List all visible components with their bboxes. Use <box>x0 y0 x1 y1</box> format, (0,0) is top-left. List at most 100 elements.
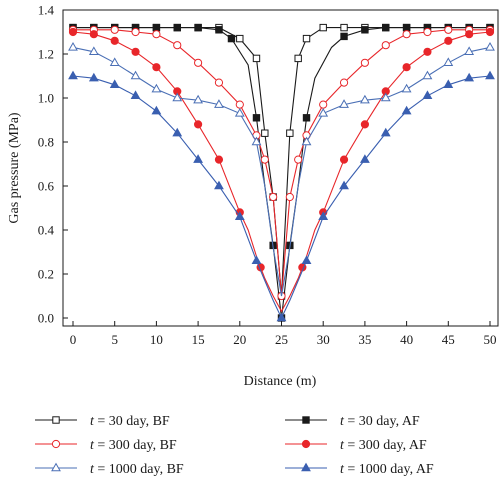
series-t-300-day-bf <box>68 25 495 301</box>
point-t-300-day-bf-6 <box>194 58 203 67</box>
point-t-1000-day-af-10 <box>276 312 287 322</box>
point-t-1000-day-af-6 <box>193 154 204 163</box>
legend-label-t-1000-day-bf: t = 1000 day, BF <box>90 462 184 477</box>
point-t-300-day-af-16 <box>423 47 432 56</box>
y-axis-title: Gas pressure (MPa) <box>7 112 22 224</box>
point-t-300-day-af-2 <box>110 36 119 45</box>
legend: t = 30 day, BF t = 300 day, BF t = 1000 da… <box>35 414 434 477</box>
point-t-1000-day-bf-13 <box>359 94 370 104</box>
legend-label-t-30-day-bf: t = 30 day, BF <box>90 414 170 429</box>
point-t-30-day-af-15 <box>361 26 369 34</box>
point-t-1000-day-bf-15 <box>401 83 412 93</box>
point-t-1000-day-af-9 <box>251 255 262 265</box>
legend-text: = 1000 day, BF <box>94 462 184 477</box>
series-line-t-300-day-bf <box>73 29 490 297</box>
point-t-1000-day-af-4 <box>151 105 162 115</box>
legend-marker-t-30-day-bf <box>52 416 60 424</box>
legend-text: = 300 day, AF <box>344 438 427 453</box>
point-t-30-day-bf-10 <box>261 129 269 137</box>
point-t-300-day-af-1 <box>89 30 98 39</box>
point-t-300-day-bf-8 <box>235 100 244 109</box>
point-t-1000-day-af-14 <box>359 154 370 163</box>
point-t-1000-day-af-11 <box>301 255 312 265</box>
point-t-30-day-af-6 <box>194 23 202 32</box>
point-t-300-day-af-4 <box>152 63 161 72</box>
point-t-1000-day-af-20 <box>485 70 495 80</box>
point-t-300-day-bf-11 <box>269 192 278 202</box>
legend-label-t-300-day-af: t = 300 day, AF <box>340 438 427 453</box>
point-t-1000-day-bf-4 <box>151 83 162 93</box>
point-t-300-day-bf-4 <box>152 30 161 39</box>
series-line-t-1000-day-bf <box>72 46 491 297</box>
x-tick-label-6: 30 <box>317 332 330 347</box>
point-t-30-day-bf-9 <box>252 54 261 63</box>
y-tick-label-3: 0.6 <box>38 179 55 194</box>
point-t-1000-day-bf-5 <box>172 92 183 102</box>
point-t-300-day-bf-3 <box>131 27 140 37</box>
point-t-300-day-bf-7 <box>214 78 224 87</box>
point-t-1000-day-bf-8 <box>234 107 245 117</box>
point-t-300-day-bf-5 <box>173 41 182 50</box>
series-t-1000-day-bf <box>68 41 495 297</box>
x-tick-label-0: 0 <box>70 332 77 347</box>
point-t-1000-day-bf-0 <box>68 41 78 51</box>
point-t-30-day-af-9 <box>252 114 261 122</box>
x-tick-label-3: 15 <box>192 332 205 347</box>
point-t-300-day-af-17 <box>444 36 453 45</box>
plot-layer <box>68 23 495 322</box>
point-t-1000-day-bf-19 <box>485 41 495 51</box>
legend-marker-t-300-day-bf <box>51 439 61 449</box>
legend-marker-t-30-day-af <box>302 416 310 424</box>
point-t-1000-day-bf-3 <box>130 70 141 80</box>
point-t-1000-day-bf-14 <box>380 92 391 102</box>
point-t-1000-day-af-2 <box>109 79 120 89</box>
legend-item-t-30-day-af: t = 30 day, AF <box>285 414 420 429</box>
legend-var: t <box>340 438 345 453</box>
point-t-300-day-af-7 <box>214 155 224 164</box>
point-t-1000-day-af-0 <box>68 70 78 80</box>
point-t-1000-day-af-5 <box>172 127 183 137</box>
x-tick-label-5: 25 <box>275 332 288 347</box>
point-t-1000-day-af-16 <box>401 105 412 115</box>
point-t-30-day-bf-13 <box>286 129 294 137</box>
point-t-30-day-af-4 <box>152 23 161 32</box>
plot-frame <box>62 9 499 327</box>
x-tick-label-4: 20 <box>233 332 246 347</box>
series-t-1000-day-af <box>68 70 495 322</box>
legend-text: = 30 day, AF <box>344 414 420 429</box>
x-tick-label-10: 50 <box>484 332 497 347</box>
point-t-1000-day-af-18 <box>443 79 454 89</box>
legend-label-t-1000-day-af: t = 1000 day, AF <box>340 462 434 477</box>
legend-text: = 30 day, BF <box>94 414 170 429</box>
point-t-1000-day-af-15 <box>380 127 391 137</box>
point-t-30-day-af-17 <box>402 23 411 32</box>
point-t-300-day-bf-19 <box>381 41 390 50</box>
legend-item-t-300-day-bf: t = 300 day, BF <box>35 438 177 453</box>
y-tick-label-5: 1.0 <box>38 91 54 106</box>
point-t-30-day-af-14 <box>340 32 348 41</box>
point-t-300-day-bf-20 <box>402 30 411 39</box>
point-t-1000-day-af-17 <box>422 90 433 100</box>
point-t-30-day-af-7 <box>215 26 223 34</box>
point-t-300-day-bf-22 <box>444 25 453 34</box>
legend-item-t-300-day-af: t = 300 day, AF <box>285 438 427 453</box>
x-tick-label-1: 5 <box>111 332 118 347</box>
point-t-1000-day-af-3 <box>130 90 141 100</box>
legend-label-t-30-day-af: t = 30 day, AF <box>340 414 420 429</box>
point-t-300-day-bf-2 <box>110 25 119 34</box>
point-t-300-day-bf-13 <box>285 192 294 202</box>
legend-var: t <box>90 462 95 477</box>
point-t-300-day-bf-21 <box>423 27 432 37</box>
point-t-1000-day-bf-16 <box>422 70 433 80</box>
point-t-1000-day-bf-7 <box>214 99 224 108</box>
point-t-30-day-af-8 <box>227 34 236 43</box>
point-t-1000-day-bf-17 <box>443 57 454 67</box>
legend-item-t-1000-day-bf: t = 1000 day, BF <box>35 462 184 477</box>
point-t-1000-day-bf-2 <box>109 57 120 67</box>
legend-var: t <box>90 414 95 429</box>
legend-item-t-30-day-bf: t = 30 day, BF <box>35 414 170 429</box>
legend-label-t-300-day-bf: t = 300 day, BF <box>90 438 177 453</box>
legend-var: t <box>340 414 345 429</box>
series-t-300-day-af <box>68 27 495 313</box>
